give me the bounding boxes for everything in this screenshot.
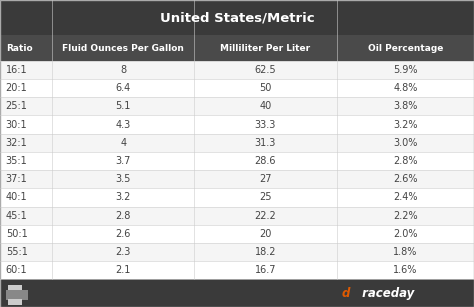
Bar [6,290,28,300]
Bar [0,279,474,307]
Text: 35:1: 35:1 [6,156,27,166]
Text: 45:1: 45:1 [6,211,27,221]
Bar [0,261,474,279]
Text: 3.7: 3.7 [116,156,131,166]
Text: 5.1: 5.1 [116,101,131,111]
Text: 2.0%: 2.0% [393,229,418,239]
Text: 5.9%: 5.9% [393,65,418,75]
Text: 55:1: 55:1 [6,247,27,257]
Text: 60:1: 60:1 [6,265,27,275]
Bar [0,97,474,115]
Text: 2.2%: 2.2% [393,211,418,221]
Text: 6.4: 6.4 [116,83,131,93]
Bar [0,170,474,188]
Text: 3.2: 3.2 [116,192,131,202]
Bar [0,225,474,243]
Text: Fluid Ounces Per Gallon: Fluid Ounces Per Gallon [62,44,184,52]
Bar [0,35,474,61]
Text: 50:1: 50:1 [6,229,27,239]
Text: 28.6: 28.6 [255,156,276,166]
Text: 22.2: 22.2 [255,211,276,221]
Text: 32:1: 32:1 [6,138,27,148]
Bar [0,188,474,207]
Text: Ratio: Ratio [6,44,32,52]
Text: 20:1: 20:1 [6,83,27,93]
Text: 4.3: 4.3 [116,119,131,130]
Text: 3.5: 3.5 [116,174,131,184]
Text: 20: 20 [259,229,272,239]
Text: 25:1: 25:1 [6,101,27,111]
Bar [0,152,474,170]
Text: 2.8%: 2.8% [393,156,418,166]
Bar [0,115,474,134]
Text: 1.8%: 1.8% [393,247,418,257]
Text: 33.3: 33.3 [255,119,276,130]
Text: 37:1: 37:1 [6,174,27,184]
Text: 25: 25 [259,192,272,202]
Text: 4: 4 [120,138,126,148]
Bar [0,0,474,35]
Text: 18.2: 18.2 [255,247,276,257]
Text: 27: 27 [259,174,272,184]
Text: 8: 8 [120,65,126,75]
Bar [8,299,22,305]
Text: 31.3: 31.3 [255,138,276,148]
Bar [0,207,474,225]
Bar [0,134,474,152]
Text: 40:1: 40:1 [6,192,27,202]
Text: Oil Percentage: Oil Percentage [367,44,443,52]
Text: 3.8%: 3.8% [393,101,418,111]
Bar [0,61,474,79]
Text: d: d [341,287,350,300]
Text: 30:1: 30:1 [6,119,27,130]
Text: 1.6%: 1.6% [393,265,418,275]
Text: 16.7: 16.7 [255,265,276,275]
Text: 2.3: 2.3 [116,247,131,257]
Text: 3.0%: 3.0% [393,138,418,148]
Bar [8,285,22,290]
Text: 40: 40 [259,101,272,111]
Text: United States/Metric: United States/Metric [160,11,314,24]
Text: 2.8: 2.8 [116,211,131,221]
Bar [0,243,474,261]
Text: Milliliter Per Liter: Milliliter Per Liter [220,44,310,52]
Text: 2.1: 2.1 [116,265,131,275]
Text: 2.6: 2.6 [116,229,131,239]
Bar [0,79,474,97]
Text: 4.8%: 4.8% [393,83,418,93]
Text: 2.6%: 2.6% [393,174,418,184]
Text: 3.2%: 3.2% [393,119,418,130]
Text: 50: 50 [259,83,272,93]
Text: 2.4%: 2.4% [393,192,418,202]
Text: 62.5: 62.5 [255,65,276,75]
Text: raceday: raceday [358,287,414,300]
Text: 16:1: 16:1 [6,65,27,75]
